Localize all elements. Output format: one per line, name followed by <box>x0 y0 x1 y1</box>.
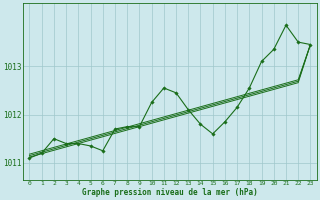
X-axis label: Graphe pression niveau de la mer (hPa): Graphe pression niveau de la mer (hPa) <box>82 188 258 197</box>
